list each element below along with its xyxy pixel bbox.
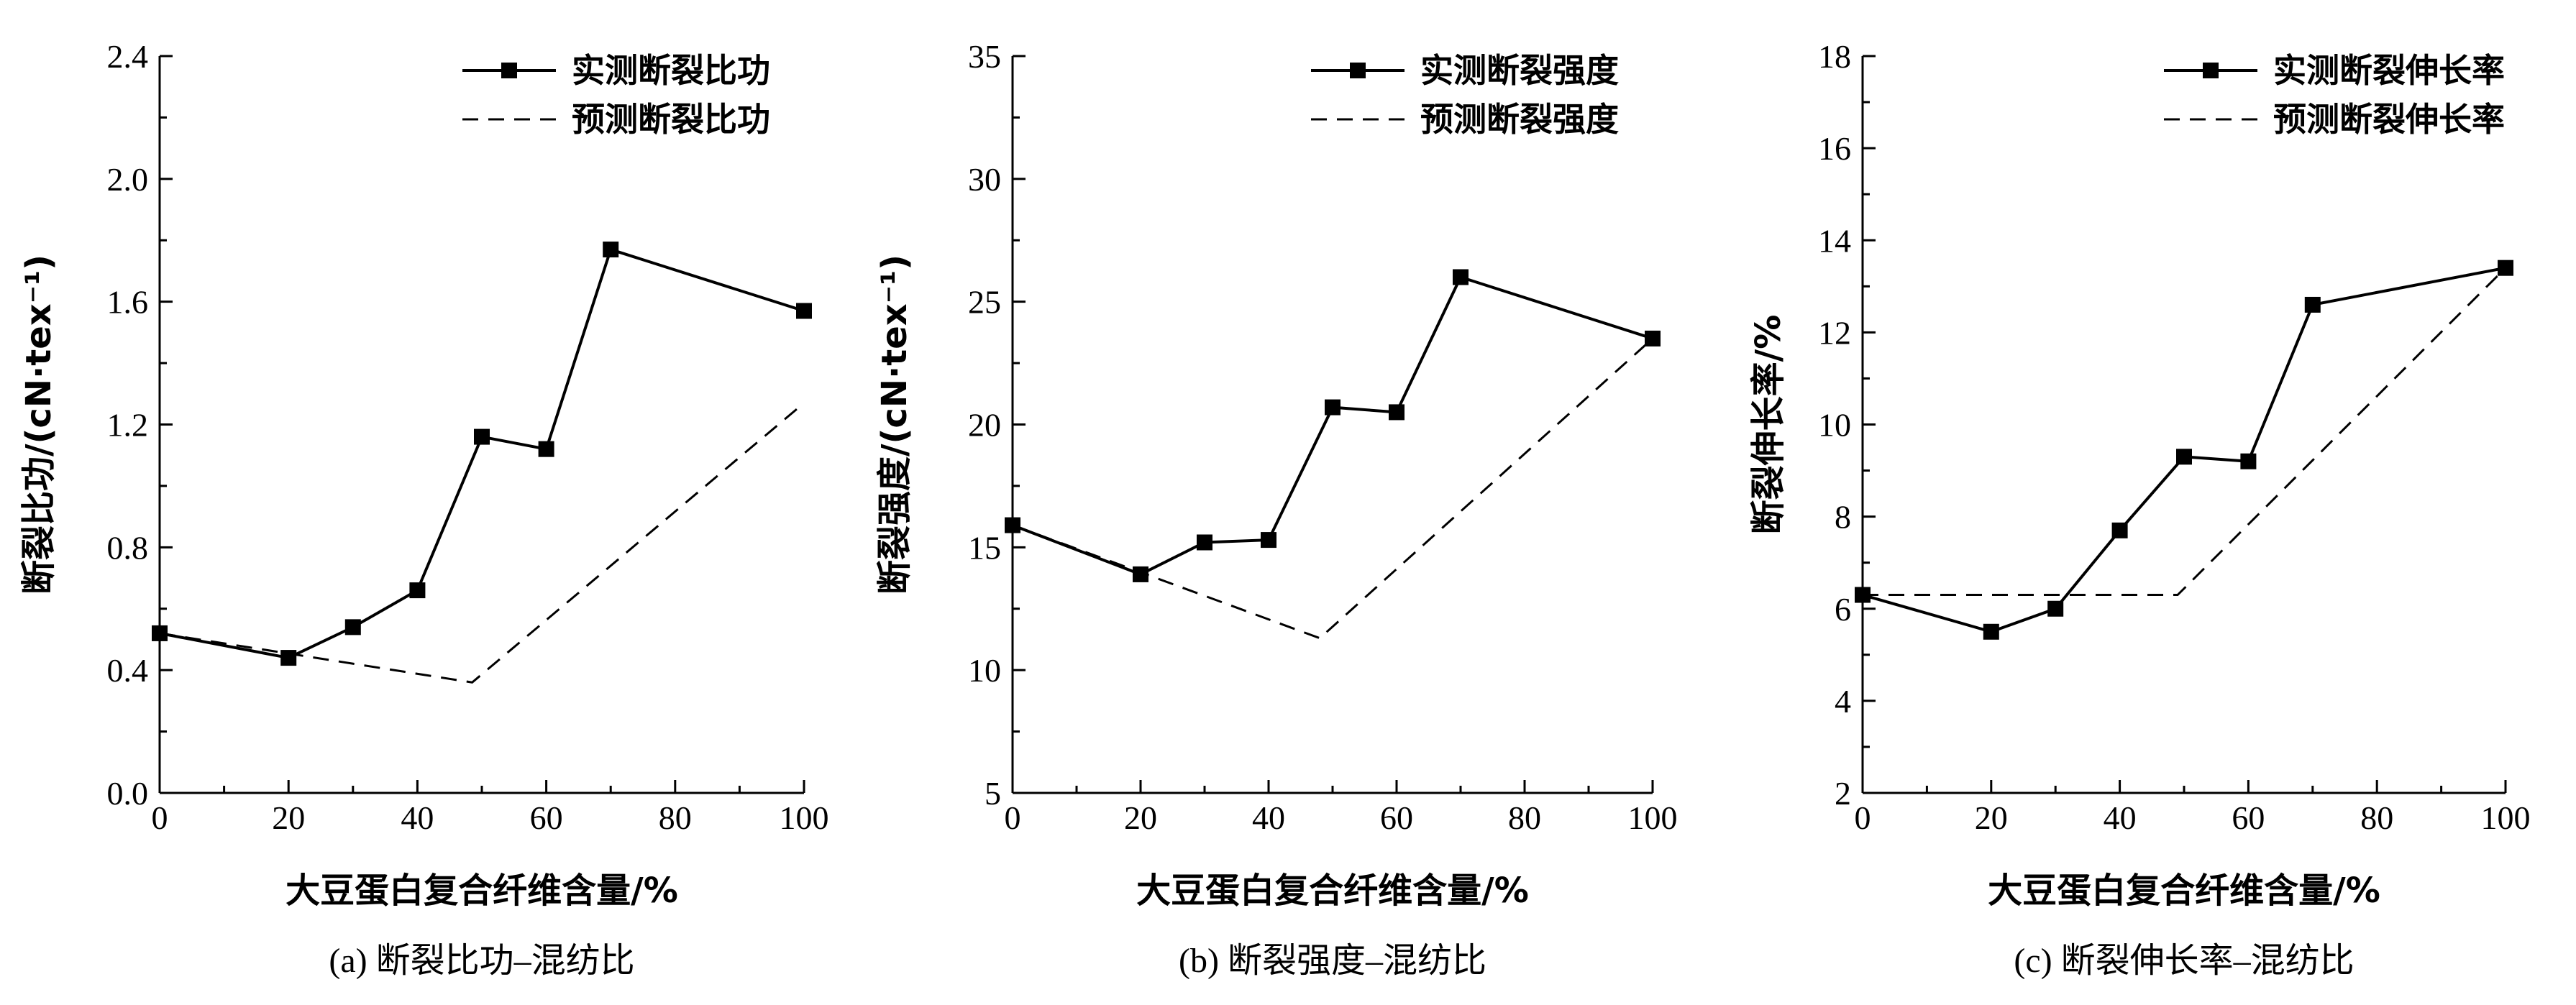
predicted-series-line [159, 402, 805, 684]
y-tick-label: 2.0 [107, 161, 149, 198]
legend-label: 实测断裂强度 [1420, 51, 1619, 90]
y-tick-label: 0.4 [107, 652, 149, 689]
y-tick-label: 14 [1818, 222, 1851, 259]
x-axis-title: 大豆蛋白复合纤维含量/% [286, 871, 678, 911]
x-tick-label: 100 [780, 799, 829, 836]
measured-data-point [1453, 269, 1469, 285]
measured-data-point [1261, 532, 1276, 549]
measured-data-point [1389, 404, 1405, 421]
y-tick-label: 35 [968, 38, 1001, 75]
measured-series-line [1862, 266, 2506, 633]
y-tick-label: 18 [1818, 38, 1851, 75]
measured-data-point [2176, 449, 2192, 465]
legend-marker [1350, 63, 1366, 78]
y-tick-label: 2 [1835, 775, 1851, 812]
panel-c-fracture-elongation: 0 20 40 60 80 100 2 4 6 8 10 12 14 16 18 大豆蛋白复合纤维含量/% 断裂… [1748, 38, 2531, 980]
measured-data-point [2111, 522, 2128, 538]
y-tick-label: 10 [1818, 407, 1851, 444]
panel-caption: (c) 断裂伸长率–混纺比 [2014, 942, 2354, 980]
x-tick-label: 40 [2104, 799, 2137, 836]
x-tick-label: 60 [530, 799, 563, 836]
panel-a-fracture-work: 0 20 40 60 80 100 0.0 0.4 0.8 1.2 1.6 2.0 2.4 大豆蛋白复合纤… [19, 38, 829, 980]
y-tick-label: 25 [968, 284, 1001, 321]
x-tick-label: 40 [401, 799, 434, 836]
x-tick-label: 60 [1380, 799, 1413, 836]
legend-marker [501, 63, 517, 78]
y-tick-label: 5 [985, 775, 1001, 812]
measured-data-point [603, 242, 619, 258]
legend-label: 预测断裂强度 [1420, 100, 1619, 139]
x-tick-label: 0 [1855, 799, 1871, 836]
y-tick-label: 10 [968, 652, 1001, 689]
x-tick-label: 80 [2360, 799, 2393, 836]
x-tick-label: 80 [659, 799, 692, 836]
y-tick-label: 8 [1835, 499, 1851, 536]
y-tick-label: 0.8 [107, 529, 149, 566]
measured-data-point [1983, 623, 1999, 640]
y-tick-label: 6 [1835, 591, 1851, 628]
panel-b-fracture-strength: 0 20 40 60 80 100 5 10 15 20 25 30 35 大豆蛋白复合纤维含量/% 断裂强… [874, 38, 1678, 980]
x-tick-label: 20 [272, 799, 305, 836]
y-tick-label: 20 [968, 407, 1001, 444]
measured-data-point [344, 619, 361, 635]
measured-data-point [1197, 534, 1212, 551]
y-tick-label: 2.4 [107, 38, 149, 75]
y-tick-label: 1.2 [107, 407, 149, 444]
y-tick-label: 12 [1818, 314, 1851, 351]
x-tick-label: 100 [2481, 799, 2531, 836]
measured-series-line [159, 247, 805, 660]
measured-data-point [1645, 330, 1661, 347]
x-tick-label: 20 [1975, 799, 2008, 836]
x-tick-label: 0 [1005, 799, 1021, 836]
predicted-series-line [1012, 337, 1654, 640]
measured-data-point [2240, 453, 2257, 469]
measured-data-point [538, 441, 554, 457]
legend-label: 实测断裂比功 [572, 51, 770, 90]
measured-data-point [2047, 600, 2064, 617]
panel-caption: (a) 断裂比功–混纺比 [329, 942, 634, 980]
x-tick-label: 60 [2232, 799, 2265, 836]
y-tick-label: 4 [1835, 683, 1851, 720]
x-tick-label: 100 [1628, 799, 1678, 836]
y-tick-label: 0.0 [107, 775, 149, 812]
measured-data-point [280, 650, 297, 666]
y-tick-label: 16 [1818, 130, 1851, 167]
y-axis-title: 断裂比功/(cN·tex⁻¹) [19, 254, 59, 595]
measured-series-line [1012, 275, 1653, 577]
y-tick-label: 1.6 [107, 284, 149, 321]
legend-marker [2203, 63, 2219, 78]
legend-label: 预测断裂伸长率 [2273, 100, 2505, 139]
measured-data-point [409, 582, 426, 599]
x-tick-label: 0 [152, 799, 168, 836]
y-tick-label: 15 [968, 529, 1001, 566]
y-axis-title: 断裂强度/(cN·tex⁻¹) [874, 254, 915, 595]
x-axis-title: 大豆蛋白复合纤维含量/% [1136, 871, 1529, 911]
measured-data-point [474, 428, 490, 445]
panel-caption: (b) 断裂强度–混纺比 [1179, 942, 1486, 980]
legend-label: 实测断裂伸长率 [2273, 51, 2505, 90]
predicted-series-line [1863, 267, 2507, 597]
x-axis-title: 大豆蛋白复合纤维含量/% [1988, 871, 2380, 911]
x-tick-label: 40 [1252, 799, 1285, 836]
measured-data-point [796, 303, 812, 319]
measured-data-point [2304, 296, 2321, 313]
x-tick-label: 80 [1508, 799, 1541, 836]
measured-data-point [1325, 399, 1340, 416]
x-tick-label: 20 [1124, 799, 1157, 836]
legend-label: 预测断裂比功 [572, 100, 770, 139]
y-tick-label: 30 [968, 161, 1001, 198]
y-axis-title: 断裂伸长率/% [1748, 315, 1789, 535]
